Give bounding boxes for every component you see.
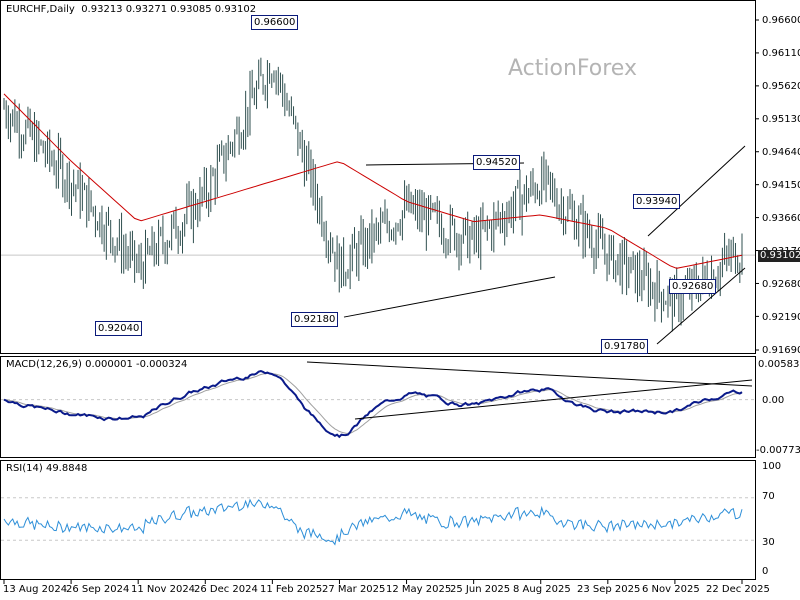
macd-lower-trendline <box>354 379 753 420</box>
y-tick-label: 0.93660 <box>762 213 800 224</box>
x-tick-label: 6 Nov 2025 <box>642 584 700 595</box>
macd-y-tick: 0.00 <box>762 395 785 406</box>
x-tick-label: 26 Dec 2024 <box>194 584 258 595</box>
macd-y-tick: 0.005838 <box>758 359 800 370</box>
watermark: ActionForex <box>508 56 637 81</box>
macd-line <box>3 369 743 439</box>
x-tick-label: 25 Jun 2025 <box>450 584 511 595</box>
macd-upper-trendline <box>306 361 753 387</box>
rsi-y-tick: 70 <box>762 491 775 502</box>
y-tick-label: 0.94150 <box>762 180 800 191</box>
price-label-low: 0.91780 <box>601 339 649 354</box>
rsi-y-tick: 100 <box>762 461 782 472</box>
y-tick-label: 0.95130 <box>762 114 800 125</box>
trendline-support <box>343 276 556 318</box>
macd-y-tick: -0.007735 <box>756 445 800 456</box>
y-tick-label: 0.94640 <box>762 147 800 158</box>
main-pane-title: EURCHF,Daily 0.93213 0.93271 0.93085 0.9… <box>6 4 256 15</box>
price-label-high: 0.96600 <box>251 15 299 30</box>
main-pane <box>1 19 759 351</box>
rsi-y-tick: 0 <box>762 566 769 577</box>
x-tick-label: 23 Sep 2025 <box>577 584 641 595</box>
rsi-pane-title: RSI(14) 49.8848 <box>6 463 88 474</box>
price-label: 0.94520 <box>473 155 521 170</box>
current-price-tag: 0.93102 <box>758 250 800 262</box>
macd-pane-title: MACD(12,26,9) 0.000001 -0.000324 <box>6 359 188 370</box>
x-tick-label: 11 Feb 2025 <box>260 584 323 595</box>
macd-signal-line <box>3 373 743 434</box>
y-tick-label: 0.95620 <box>762 81 800 92</box>
rsi-pane-frame <box>0 460 756 580</box>
x-tick-label: 27 Mar 2025 <box>322 584 386 595</box>
x-tick-label: 13 Aug 2024 <box>3 584 68 595</box>
y-tick-label: 0.92680 <box>762 279 800 290</box>
price-label: 0.92680 <box>669 279 717 294</box>
x-tick-label: 26 Sep 2024 <box>66 584 130 595</box>
x-tick-label: 12 May 2025 <box>386 584 452 595</box>
price-label: 0.92180 <box>291 312 339 327</box>
main-pane-frame <box>0 0 756 354</box>
symbol-title: EURCHF,Daily <box>6 4 75 15</box>
x-tick-label: 22 Dec 2025 <box>706 584 770 595</box>
moving-average-line <box>3 93 743 269</box>
rsi-pane <box>1 497 755 546</box>
channel-lower-line <box>656 267 746 345</box>
x-tick-label: 11 Nov 2024 <box>131 584 196 595</box>
channel-upper-line <box>647 145 746 237</box>
price-label: 0.92040 <box>95 321 143 336</box>
y-tick-label: 0.92190 <box>762 312 800 323</box>
y-tick-label: 0.96110 <box>762 48 800 59</box>
price-label: 0.93940 <box>633 194 681 209</box>
macd-pane-frame <box>0 356 756 458</box>
y-tick-label: 0.96600 <box>762 15 800 26</box>
macd-pane <box>1 361 755 439</box>
rsi-line <box>3 498 743 546</box>
rsi-y-tick: 30 <box>762 537 775 548</box>
y-tick-label: 0.91690 <box>762 345 800 356</box>
x-axis <box>3 580 743 584</box>
x-tick-label: 8 Aug 2025 <box>513 584 571 595</box>
ohlc-values: 0.93213 0.93271 0.93085 0.93102 <box>81 4 257 15</box>
